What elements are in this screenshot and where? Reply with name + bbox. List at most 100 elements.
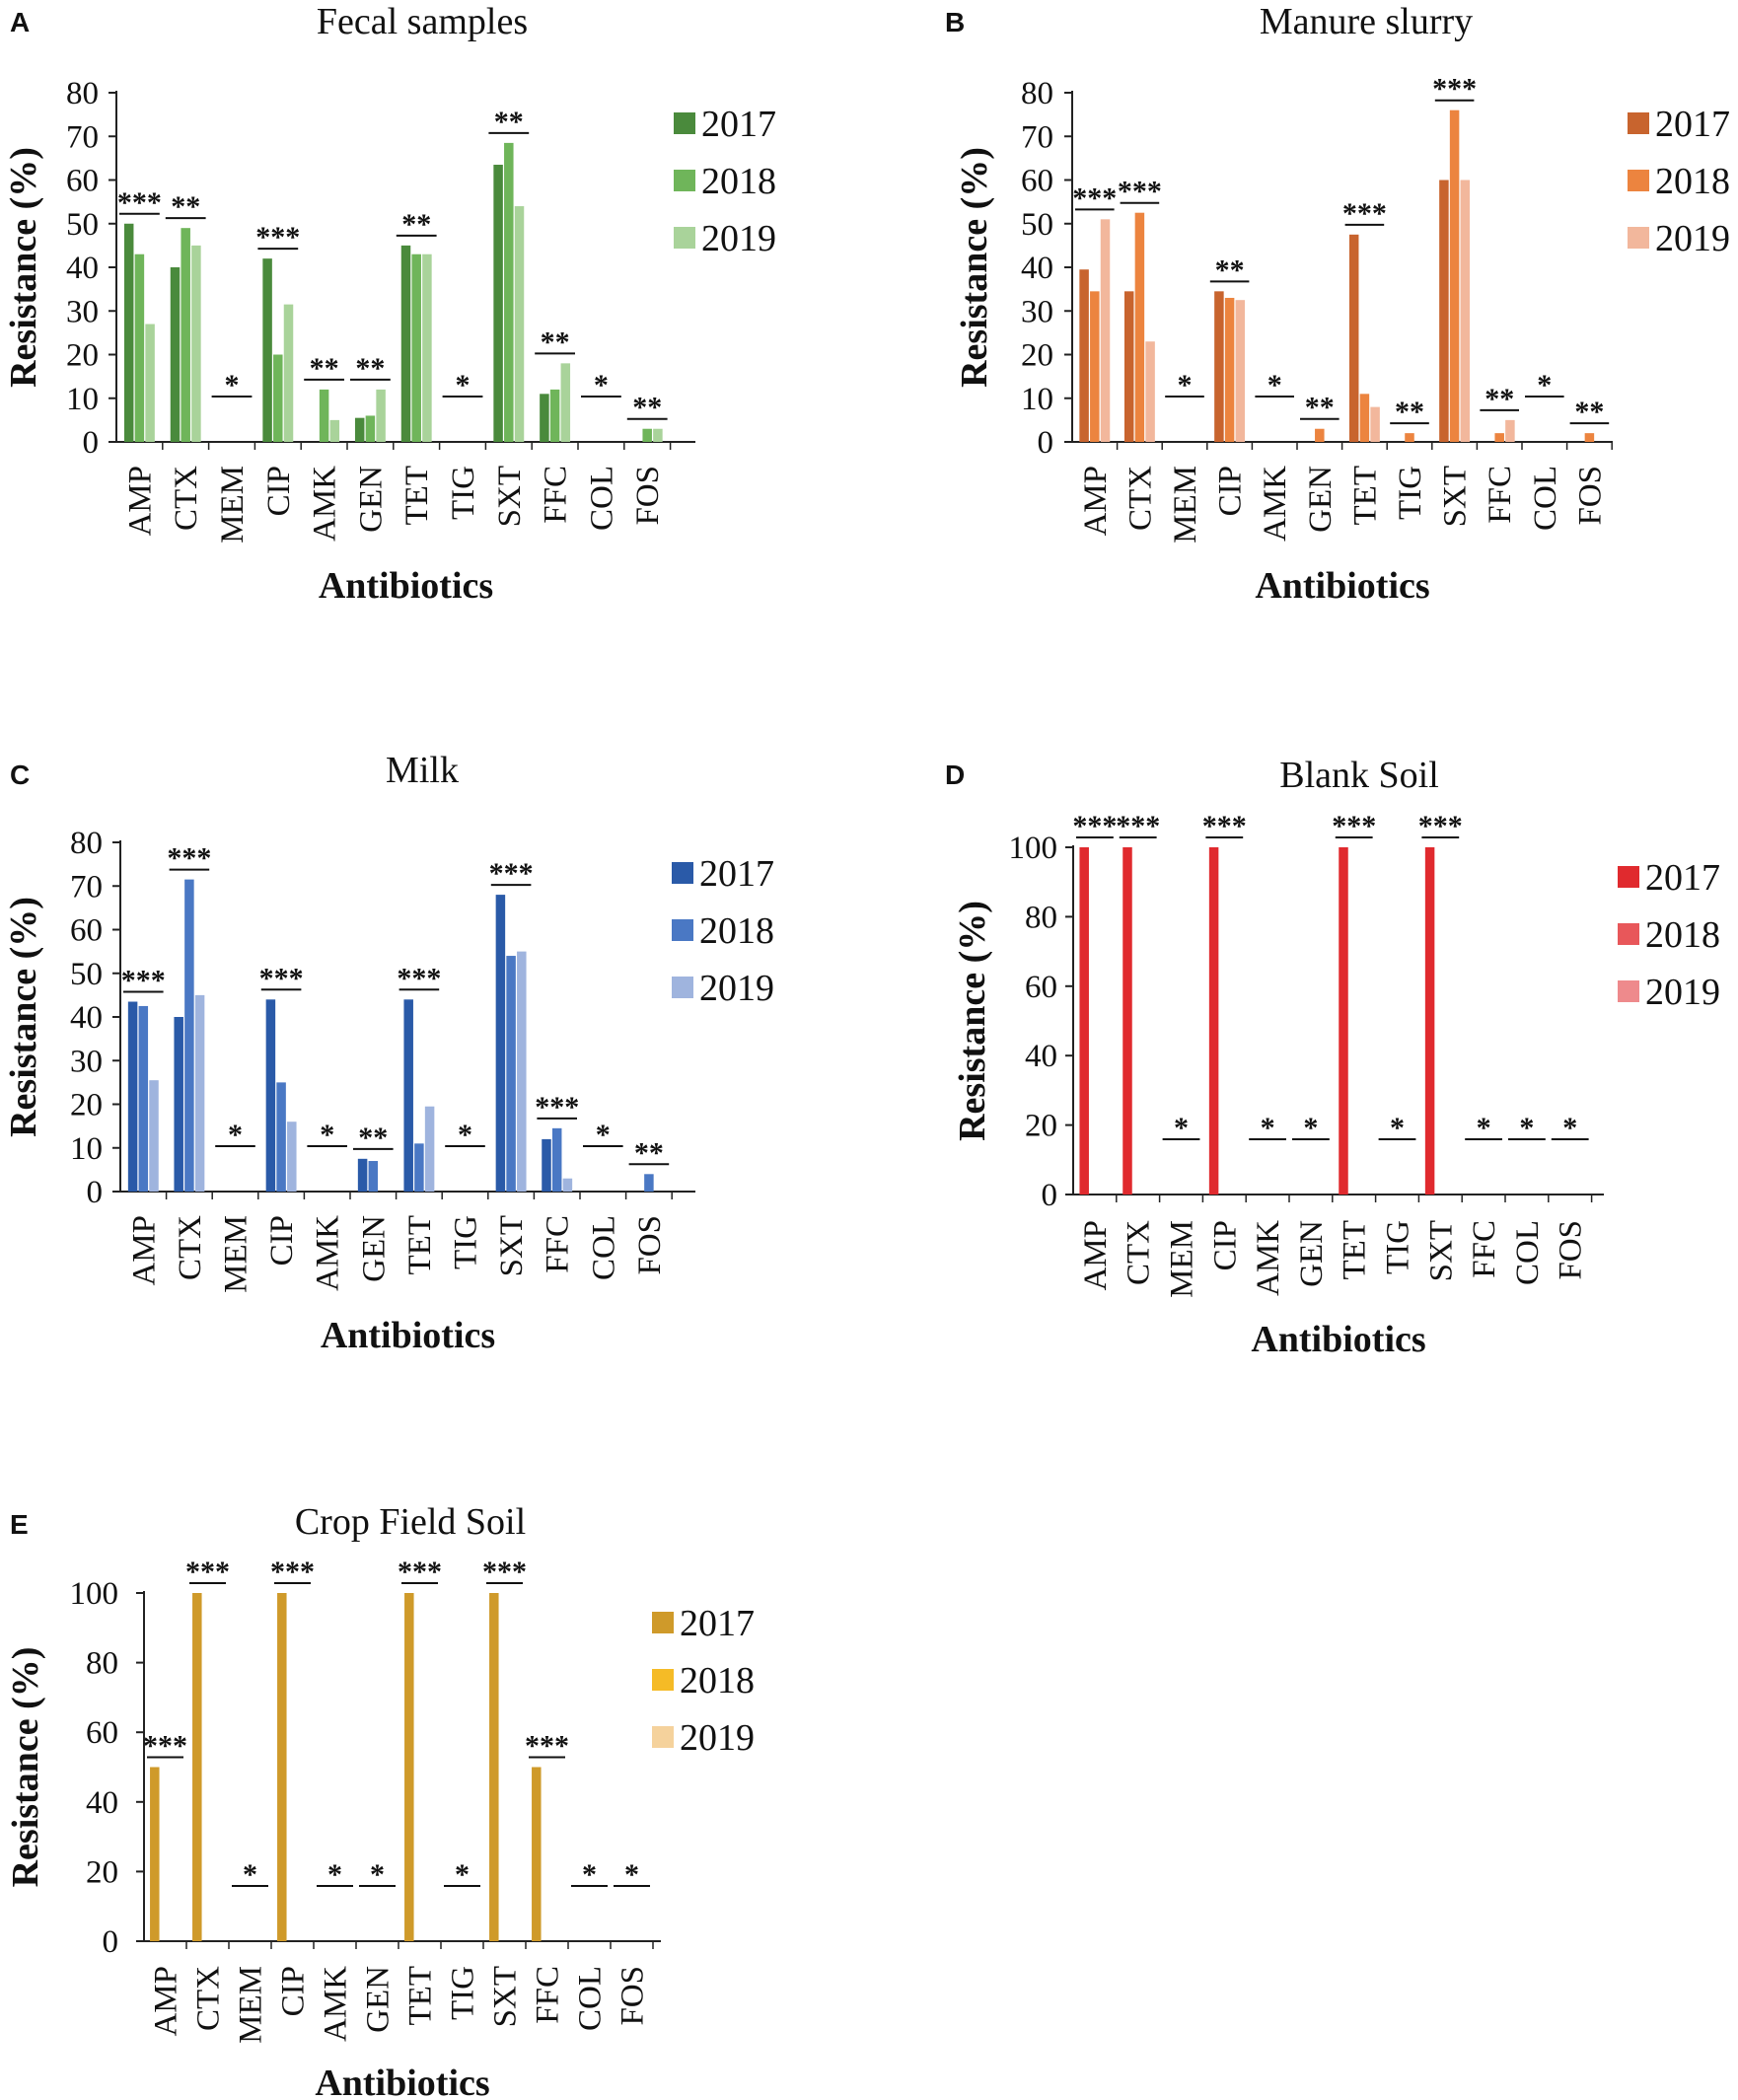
bar-2018-tig	[1405, 433, 1414, 442]
x-axis-label: Antibiotics	[1255, 565, 1429, 607]
legend-label-2019: 2019	[1645, 972, 1720, 1013]
chart-title: Fecal samples	[317, 1, 528, 42]
bar-2018-ctx	[1134, 212, 1145, 442]
legend-swatch-2019	[674, 227, 695, 249]
bar-2017-ffc	[540, 394, 549, 442]
category-label: SXT	[492, 466, 528, 527]
significance-stars: ***	[1342, 197, 1387, 230]
bar-2019-tet	[1370, 406, 1380, 442]
panel-letter: C	[10, 760, 30, 790]
bar-2018-tet	[1359, 394, 1370, 442]
category-label: FOS	[632, 1215, 668, 1275]
bar-2018-ffc	[1494, 433, 1504, 442]
category-label: MEM	[1168, 466, 1203, 543]
y-tick-label: 10	[1021, 382, 1053, 417]
category-label: CIP	[276, 1966, 312, 2016]
bar-2019-cip	[287, 1122, 297, 1192]
category-label: TET	[403, 1966, 439, 2025]
y-tick-label: 80	[1021, 76, 1053, 111]
chart-title: Milk	[386, 750, 459, 791]
category-label: COL	[1528, 466, 1563, 531]
bar-2017-ctx	[170, 267, 181, 442]
bar-2019-fos	[653, 428, 663, 442]
bar-2019-tet	[424, 1106, 435, 1192]
category-label: CTX	[173, 1215, 208, 1280]
category-label: GEN	[1294, 1220, 1330, 1287]
significance-stars: ***	[1118, 176, 1162, 208]
bar-2017-cip	[262, 258, 272, 442]
legend-swatch-2018	[1628, 170, 1649, 191]
legend-label-2017: 2017	[701, 104, 776, 145]
category-label: TIG	[446, 1966, 481, 2020]
bar-2019-ctx	[191, 245, 201, 442]
legend-label-2018: 2018	[699, 910, 774, 952]
significance-stars: **	[1485, 383, 1514, 415]
category-label: CTX	[1122, 466, 1158, 531]
significance-stars: **	[1574, 396, 1604, 428]
significance-stars: ***	[1072, 181, 1117, 214]
panel-letter: A	[10, 7, 30, 37]
bar-2017-amp	[1079, 269, 1089, 442]
legend-swatch-2019	[1628, 227, 1649, 249]
bar-2017-cip	[1208, 847, 1219, 1195]
category-label: SXT	[1423, 1220, 1459, 1281]
y-tick-label: 40	[86, 1785, 118, 1821]
significance-stars: ***	[259, 962, 304, 994]
y-tick-label: 100	[70, 1576, 119, 1612]
y-tick-label: 70	[70, 869, 103, 905]
bar-2017-sxt	[1439, 180, 1449, 442]
significance-stars: *	[1267, 369, 1282, 401]
y-tick-label: 40	[66, 251, 99, 286]
y-tick-label: 0	[1038, 425, 1054, 461]
significance-stars: **	[632, 392, 662, 424]
bar-2018-gen	[368, 1161, 379, 1192]
bar-2017-gen	[354, 417, 365, 442]
category-label: FFC	[1483, 466, 1518, 524]
bar-2018-amp	[134, 253, 145, 442]
bar-2018-ctx	[184, 879, 194, 1192]
legend-swatch-2018	[652, 1669, 674, 1691]
chart-panel-a: A Fecal samples 0 10 20 30 40 50 60 70 80 Resistanc…	[3, 1, 776, 607]
y-tick-label: 20	[66, 338, 99, 374]
category-label: TET	[1347, 466, 1383, 525]
significance-stars: *	[370, 1858, 385, 1891]
bar-2017-tet	[404, 1593, 414, 1941]
chart-panel-c: C Milk 0 10 20 30 40 50 60 70 80 Resistance (%) Anti…	[3, 750, 774, 1356]
legend-swatch-2017	[652, 1612, 674, 1633]
significance-stars: ***	[525, 1730, 569, 1763]
y-tick-label: 40	[70, 1000, 103, 1036]
y-tick-label: 0	[103, 1924, 119, 1960]
significance-stars: ***	[398, 1556, 442, 1588]
category-label: CTX	[1122, 1220, 1157, 1285]
y-tick-label: 20	[70, 1088, 103, 1123]
bar-2017-ffc	[532, 1767, 542, 1941]
bar-2018-sxt	[506, 956, 516, 1192]
y-tick-label: 80	[70, 826, 103, 861]
category-label: COL	[586, 1215, 621, 1280]
y-tick-label: 80	[66, 76, 99, 111]
significance-stars: *	[228, 1119, 243, 1151]
y-tick-label: 30	[1021, 294, 1053, 329]
category-label: GEN	[353, 466, 389, 533]
category-label: MEM	[215, 466, 251, 543]
category-label: TET	[1338, 1220, 1373, 1279]
category-label: AMP	[122, 466, 158, 537]
y-tick-label: 0	[1042, 1178, 1058, 1213]
category-label: FOS	[616, 1966, 651, 2026]
significance-stars: ***	[489, 857, 534, 890]
x-axis-label: Antibiotics	[315, 2063, 489, 2100]
category-label: AMK	[1258, 466, 1293, 542]
legend-swatch-2019	[1618, 980, 1639, 1002]
x-axis-label: Antibiotics	[319, 565, 493, 607]
category-label: COL	[1510, 1220, 1546, 1285]
legend-label-2017: 2017	[1655, 104, 1730, 145]
significance-stars: *	[1261, 1112, 1275, 1144]
significance-stars: ***	[1116, 810, 1160, 842]
bar-2017-cip	[265, 999, 276, 1192]
y-tick-label: 0	[83, 425, 100, 461]
legend-label-2018: 2018	[701, 161, 776, 202]
bar-2018-gen	[365, 415, 376, 442]
significance-stars: **	[358, 1122, 388, 1154]
bar-2018-sxt	[1449, 109, 1460, 442]
significance-stars: **	[1395, 396, 1424, 428]
